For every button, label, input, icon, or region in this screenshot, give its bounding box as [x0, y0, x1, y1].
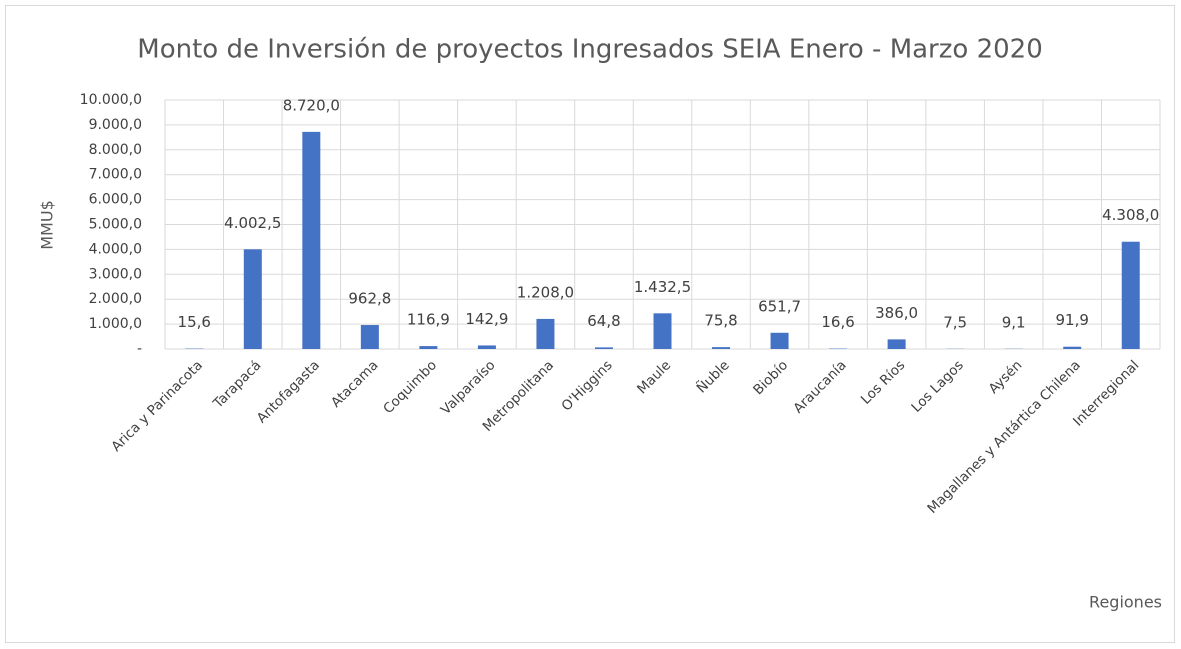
data-label: 16,6: [821, 313, 854, 331]
bar: [594, 347, 613, 349]
data-label: 91,9: [1056, 311, 1089, 329]
y-tick-label: 10.000,0: [80, 92, 142, 108]
y-tick-label: 7.000,0: [89, 167, 142, 183]
y-tick-label: 5.000,0: [89, 217, 142, 233]
data-label: 1.208,0: [517, 283, 574, 301]
bar: [477, 345, 496, 349]
bar: [712, 347, 731, 349]
y-tick-label: 6.000,0: [89, 192, 142, 208]
bar: [887, 339, 906, 349]
y-tick-label: 3.000,0: [89, 266, 142, 282]
bar: [419, 346, 438, 349]
y-tick-label: -: [137, 341, 142, 357]
chart-title: Monto de Inversión de proyectos Ingresad…: [137, 35, 1042, 65]
bar: [243, 249, 262, 349]
data-label: 386,0: [875, 304, 918, 322]
data-label: 75,8: [704, 312, 737, 330]
bar: [770, 332, 789, 349]
data-label: 7,5: [943, 313, 967, 331]
data-label: 116,9: [407, 311, 450, 329]
y-tick-label: 1.000,0: [89, 316, 142, 332]
x-axis-label: Regiones: [1089, 593, 1162, 612]
bar: [536, 318, 555, 349]
data-label: 1.432,5: [634, 278, 691, 296]
data-label: 4.002,5: [224, 214, 281, 232]
y-axis-label: MMU$: [38, 200, 57, 250]
data-label: 4.308,0: [1102, 206, 1159, 224]
data-label: 651,7: [758, 297, 801, 315]
y-tick-label: 9.000,0: [89, 117, 142, 133]
data-label: 15,6: [178, 313, 211, 331]
y-tick-label: 8.000,0: [89, 142, 142, 158]
bar: [653, 313, 672, 349]
data-label: 64,8: [587, 312, 620, 330]
data-label: 962,8: [348, 290, 391, 308]
data-label: 8.720,0: [283, 96, 340, 114]
bar: [1121, 241, 1140, 349]
data-label: 142,9: [465, 310, 508, 328]
y-tick-label: 2.000,0: [89, 291, 142, 307]
data-label: 9,1: [1002, 313, 1026, 331]
bar: [1063, 346, 1082, 349]
y-tick-label: 4.000,0: [89, 241, 142, 257]
bar: [360, 325, 379, 349]
bar: [302, 131, 321, 349]
